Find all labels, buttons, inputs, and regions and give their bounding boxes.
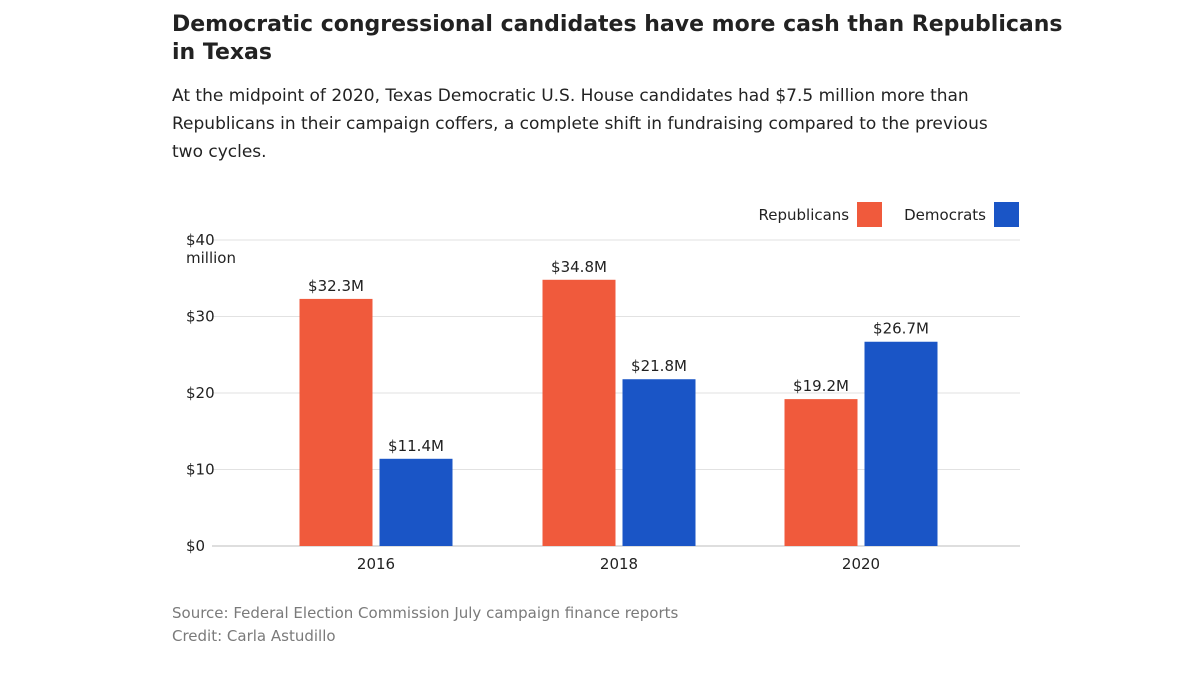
bar-republicans-2018 xyxy=(542,279,616,546)
x-tick-label-2020: 2020 xyxy=(842,555,880,573)
bar-democrats-2018 xyxy=(622,379,696,546)
legend-label-democrats: Democrats xyxy=(904,205,986,224)
credit-note: Credit: Carla Astudillo xyxy=(172,627,336,645)
bar-democrats-2020 xyxy=(864,341,938,546)
data-label-democrats-2016: $11.4M xyxy=(388,437,444,455)
source-note: Source: Federal Election Commission July… xyxy=(172,604,679,622)
y-tick-label-0: $0 xyxy=(186,537,205,555)
y-axis-unit-label: million xyxy=(186,249,236,267)
data-label-republicans-2018: $34.8M xyxy=(551,258,607,276)
legend-item-republicans: Republicans xyxy=(759,202,883,227)
legend-swatch-democrats xyxy=(994,202,1019,227)
legend-item-democrats: Democrats xyxy=(904,202,1019,227)
legend: Republicans Democrats xyxy=(737,202,1019,227)
chart-title: Democratic congressional candidates have… xyxy=(172,12,1063,65)
x-tick-label-2018: 2018 xyxy=(600,555,638,573)
y-tick-label-40: $40 xyxy=(186,231,215,249)
y-tick-label-30: $30 xyxy=(186,308,215,326)
bar-democrats-2016 xyxy=(379,458,453,546)
chart-footer: Source: Federal Election Commission July… xyxy=(172,602,678,648)
bar-republicans-2016 xyxy=(299,298,373,546)
x-tick-label-2016: 2016 xyxy=(357,555,395,573)
bar-republicans-2020 xyxy=(784,399,858,546)
chart-subtitle: At the midpoint of 2020, Texas Democrati… xyxy=(172,86,988,162)
data-label-democrats-2020: $26.7M xyxy=(873,320,929,338)
data-label-democrats-2018: $21.8M xyxy=(631,357,687,375)
legend-swatch-republicans xyxy=(857,202,883,227)
y-tick-label-20: $20 xyxy=(186,384,215,402)
legend-label-republicans: Republicans xyxy=(758,205,850,224)
data-label-republicans-2016: $32.3M xyxy=(308,277,364,295)
data-label-republicans-2020: $19.2M xyxy=(793,377,849,395)
y-tick-label-10: $10 xyxy=(186,461,215,479)
